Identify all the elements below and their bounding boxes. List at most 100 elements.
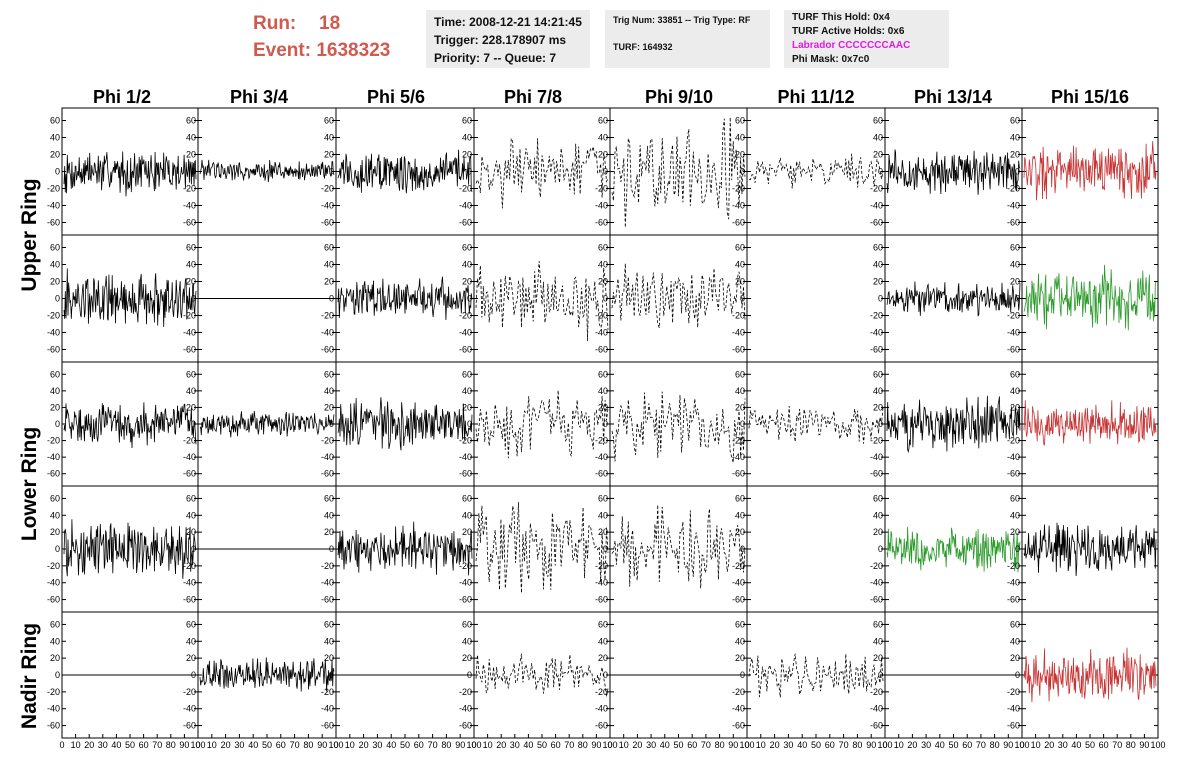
x-tick-label: 20: [632, 740, 642, 750]
y-tick-label: -60: [1007, 345, 1020, 355]
y-tick-label: 40: [735, 386, 745, 396]
y-tick-label: 60: [598, 116, 608, 126]
y-tick-label: -20: [459, 184, 472, 194]
x-tick-label: 80: [990, 740, 1000, 750]
y-tick-label: 0: [467, 670, 472, 680]
y-tick-label: 0: [740, 670, 745, 680]
y-tick-label: 20: [735, 653, 745, 663]
y-tick-label: -60: [47, 469, 60, 479]
y-tick-label: 0: [467, 419, 472, 429]
y-tick-label: -40: [47, 704, 60, 714]
y-tick-label: -60: [595, 218, 608, 228]
trig-num-text: Trig Num: 33851 -- Trig Type: RF: [613, 15, 751, 25]
y-tick-label: 60: [462, 619, 472, 629]
y-tick-label: -20: [870, 311, 883, 321]
y-tick-label: -40: [595, 201, 608, 211]
waveform-trace: [199, 159, 335, 183]
col-title-phi-15-16: Phi 15/16: [1050, 87, 1130, 107]
y-tick-label: 0: [878, 670, 883, 680]
y-tick-label: -60: [732, 595, 745, 605]
y-tick-label: -40: [459, 578, 472, 588]
y-tick-label: 40: [50, 386, 60, 396]
y-tick-label: 40: [1010, 260, 1020, 270]
y-tick-label: 20: [324, 277, 334, 287]
x-tick-label: 0: [1019, 740, 1024, 750]
x-tick-label: 70: [290, 740, 300, 750]
x-tick-label: 100: [877, 740, 892, 750]
x-tick-label: 60: [687, 740, 697, 750]
y-tick-label: -60: [732, 469, 745, 479]
col-title-phi-7-8: Phi 7/8: [503, 87, 563, 107]
priority-text: Priority: 7 -- Queue: 7: [434, 51, 557, 65]
y-tick-label: 40: [462, 386, 472, 396]
y-tick-label: 60: [735, 243, 745, 253]
y-tick-label: 20: [1010, 527, 1020, 537]
y-tick-label: 60: [873, 619, 883, 629]
x-tick-label: 30: [372, 740, 382, 750]
y-tick-label: 60: [50, 369, 60, 379]
y-tick-label: 20: [873, 653, 883, 663]
y-tick-label: 60: [50, 493, 60, 503]
trig-info-box: Trig Num: 33851 -- Trig Type: RF TURF: 1…: [605, 10, 770, 68]
x-tick-label: 90: [591, 740, 601, 750]
y-tick-label: -60: [47, 721, 60, 731]
y-tick-label: 20: [324, 527, 334, 537]
y-tick-label: 60: [462, 116, 472, 126]
y-tick-label: -20: [183, 184, 196, 194]
y-tick-label: 20: [50, 277, 60, 287]
y-tick-label: 0: [878, 167, 883, 177]
waveform-trace: [337, 397, 473, 451]
x-tick-label: 40: [1071, 740, 1081, 750]
y-tick-label: 60: [186, 243, 196, 253]
y-tick-label: -40: [47, 452, 60, 462]
y-tick-label: -60: [732, 721, 745, 731]
y-tick-label: 40: [324, 386, 334, 396]
x-tick-label: 60: [825, 740, 835, 750]
waveform-trace: [1023, 141, 1157, 201]
col-title-phi-13-14: Phi 13/14: [913, 87, 993, 107]
waveform-trace: [1023, 400, 1157, 446]
waveform-trace: [475, 502, 609, 594]
x-tick-label: 20: [1044, 740, 1054, 750]
x-tick-label: 0: [744, 740, 749, 750]
x-tick-label: 90: [455, 740, 465, 750]
waveform-trace: [337, 521, 473, 576]
y-tick-label: -40: [47, 201, 60, 211]
y-tick-label: 40: [598, 133, 608, 143]
waveform-trace: [1023, 522, 1157, 577]
y-tick-label: -20: [321, 184, 334, 194]
y-tick-label: -20: [183, 687, 196, 697]
y-tick-label: -40: [870, 704, 883, 714]
y-tick-label: -60: [183, 469, 196, 479]
x-tick-label: 0: [59, 740, 64, 750]
run-row: Run: 18: [253, 10, 390, 37]
y-tick-label: 0: [467, 294, 472, 304]
waveform-trace: [611, 263, 746, 328]
waveform-trace: [199, 657, 335, 692]
x-tick-label: 10: [345, 740, 355, 750]
y-tick-label: 60: [1010, 369, 1020, 379]
y-tick-label: 40: [598, 636, 608, 646]
x-tick-label: 40: [935, 740, 945, 750]
x-tick-label: 0: [333, 740, 338, 750]
y-tick-label: -60: [595, 345, 608, 355]
y-tick-label: 0: [878, 294, 883, 304]
y-tick-label: 60: [324, 116, 334, 126]
y-tick-label: -20: [321, 436, 334, 446]
y-tick-label: 40: [462, 133, 472, 143]
y-tick-label: -20: [183, 561, 196, 571]
y-tick-label: -40: [732, 578, 745, 588]
y-tick-label: 20: [735, 402, 745, 412]
phi-mask-text: Phi Mask: 0x7c0: [792, 54, 870, 65]
y-tick-label: -60: [459, 345, 472, 355]
x-tick-label: 50: [673, 740, 683, 750]
y-tick-label: 0: [878, 419, 883, 429]
y-tick-label: 20: [1010, 653, 1020, 663]
y-tick-label: 20: [598, 402, 608, 412]
y-tick-label: -20: [47, 436, 60, 446]
y-tick-label: -60: [459, 595, 472, 605]
y-tick-label: -40: [595, 578, 608, 588]
x-tick-label: 50: [948, 740, 958, 750]
x-tick-label: 40: [248, 740, 258, 750]
x-tick-label: 30: [234, 740, 244, 750]
